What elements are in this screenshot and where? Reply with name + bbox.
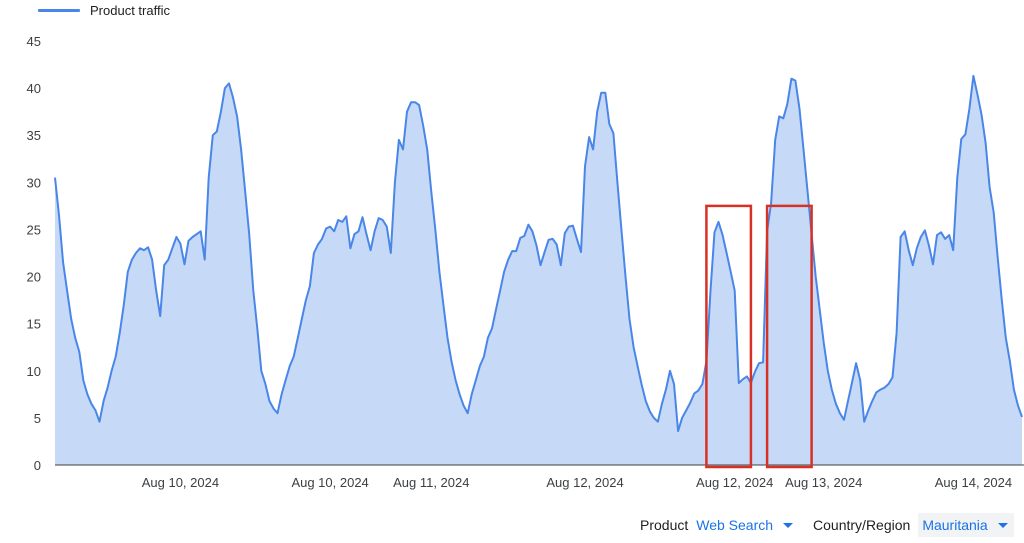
x-tick-label: Aug 12, 2024: [546, 475, 623, 490]
chevron-down-icon: [783, 522, 794, 528]
region-filter-dropdown[interactable]: Mauritania: [918, 513, 1014, 537]
y-tick-label: 15: [27, 317, 41, 332]
product-filter-label: Product: [640, 517, 689, 533]
legend-swatch: [38, 9, 80, 12]
highlight-box: [765, 204, 813, 469]
x-tick-label: Aug 12, 2024: [696, 475, 773, 490]
x-tick-label: Aug 13, 2024: [785, 475, 862, 490]
y-tick-label: 40: [27, 81, 41, 96]
y-tick-label: 0: [34, 458, 41, 473]
y-tick-label: 30: [27, 175, 41, 190]
chevron-down-icon: [997, 522, 1008, 528]
series-area-fill: [55, 75, 1022, 466]
y-tick-label: 25: [27, 222, 41, 237]
y-tick-label: 10: [27, 364, 41, 379]
y-tick-label: 35: [27, 128, 41, 143]
chart-legend: Product traffic: [38, 3, 170, 18]
y-tick-label: 5: [34, 411, 41, 426]
x-tick-label: Aug 11, 2024: [393, 475, 469, 490]
x-tick-label: Aug 14, 2024: [935, 475, 1012, 490]
x-tick-label: Aug 10, 2024: [291, 475, 368, 490]
traffic-chart: 0 5 10 15 20 25 30 35 40 45 Aug 10, 2024 Aug 10, 20…: [27, 34, 1024, 490]
region-filter-label: Country/Region: [813, 517, 911, 533]
y-tick-label: 20: [27, 270, 41, 285]
product-filter-value: Web Search: [696, 517, 774, 533]
region-filter-value: Mauritania: [922, 517, 988, 533]
y-tick-label: 45: [27, 34, 41, 49]
filter-bar: Product Web Search Country/Region Maurit…: [640, 513, 1014, 537]
product-filter-dropdown[interactable]: Web Search: [696, 517, 794, 533]
series-line: [54, 74, 1023, 433]
highlight-box: [705, 204, 753, 469]
legend-label: Product traffic: [90, 3, 170, 18]
x-tick-label: Aug 10, 2024: [142, 475, 219, 490]
